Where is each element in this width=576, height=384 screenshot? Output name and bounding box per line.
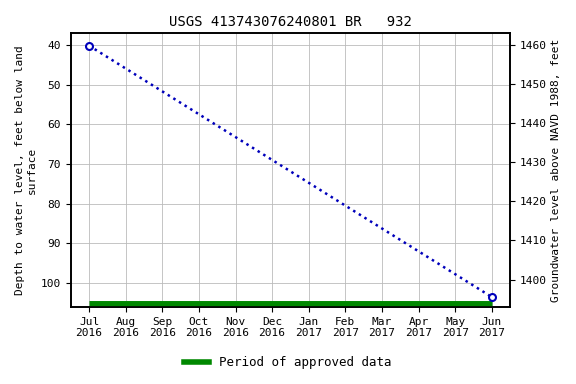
Y-axis label: Groundwater level above NAVD 1988, feet: Groundwater level above NAVD 1988, feet [551, 38, 561, 301]
Y-axis label: Depth to water level, feet below land
surface: Depth to water level, feet below land su… [15, 45, 37, 295]
Legend: Period of approved data: Period of approved data [179, 351, 397, 374]
Title: USGS 413743076240801 BR   932: USGS 413743076240801 BR 932 [169, 15, 412, 29]
